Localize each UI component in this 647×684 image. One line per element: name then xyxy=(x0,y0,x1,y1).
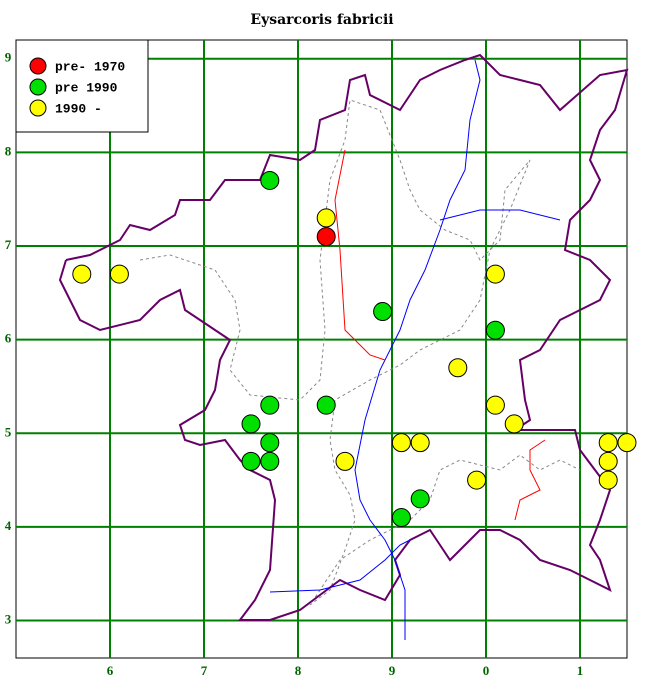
record-point xyxy=(260,395,280,415)
y-tick-label: 5 xyxy=(5,424,12,439)
grid xyxy=(16,40,627,658)
x-tick-label: 8 xyxy=(295,663,302,678)
legend-label: pre- 1970 xyxy=(55,59,125,74)
record-point xyxy=(598,470,618,490)
record-point xyxy=(410,433,430,453)
record-point xyxy=(316,395,336,415)
record-point xyxy=(260,433,280,453)
record-point xyxy=(373,302,393,322)
record-point xyxy=(485,395,505,415)
record-point xyxy=(504,414,524,434)
river-red xyxy=(334,149,386,361)
record-point xyxy=(109,264,129,284)
y-tick-label: 6 xyxy=(5,331,12,346)
record-point xyxy=(335,451,355,471)
y-tick-label: 8 xyxy=(5,143,12,158)
y-tick-label: 3 xyxy=(5,612,12,627)
x-tick-label: 9 xyxy=(389,663,396,678)
record-point xyxy=(467,470,487,490)
record-point xyxy=(260,170,280,190)
y-tick-label: 7 xyxy=(5,237,12,252)
record-point xyxy=(241,451,261,471)
record-point xyxy=(448,358,468,378)
record-point xyxy=(410,489,430,509)
record-point xyxy=(316,227,336,247)
y-tick-label: 4 xyxy=(5,518,12,533)
x-tick-label: 7 xyxy=(201,663,208,678)
map-title: Eysarcoris fabricii xyxy=(250,12,393,28)
y-tick-label: 9 xyxy=(5,50,12,65)
legend: pre- 1970 pre 1990 1990 - xyxy=(15,39,149,133)
legend-swatch xyxy=(29,78,47,96)
legend-swatch xyxy=(29,99,47,117)
record-point xyxy=(598,451,618,471)
plot-frame xyxy=(15,39,628,659)
record-point xyxy=(391,433,411,453)
record-point xyxy=(316,208,336,228)
legend-label: 1990 - xyxy=(55,101,102,116)
river-red xyxy=(514,439,546,521)
record-point xyxy=(598,433,618,453)
record-point xyxy=(485,320,505,340)
record-point xyxy=(485,264,505,284)
record-point xyxy=(241,414,261,434)
x-tick-label: 0 xyxy=(483,663,490,678)
river xyxy=(354,59,481,640)
river xyxy=(439,209,561,221)
x-tick-label: 6 xyxy=(107,663,114,678)
points xyxy=(72,170,637,528)
record-point xyxy=(391,508,411,528)
record-point xyxy=(72,264,92,284)
record-point xyxy=(260,451,280,471)
legend-label: pre 1990 xyxy=(55,80,118,95)
legend-swatch xyxy=(29,57,47,75)
record-point xyxy=(617,433,637,453)
river xyxy=(269,539,411,593)
x-tick-label: 1 xyxy=(577,663,584,678)
